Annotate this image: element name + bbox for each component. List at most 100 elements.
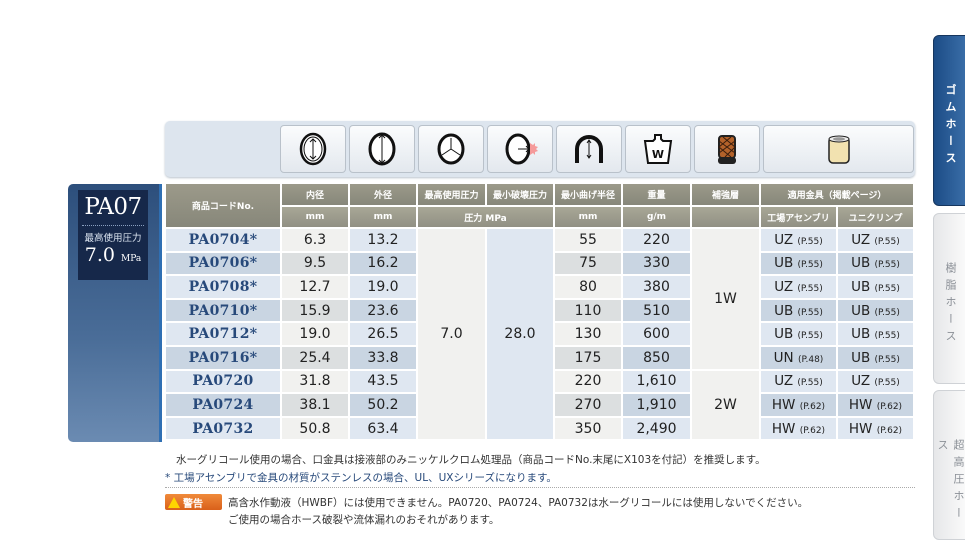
unit-inner: mm — [282, 207, 348, 227]
reinforcement-layer: 2W — [692, 370, 759, 440]
outer-diameter: 16.2 — [350, 252, 416, 275]
inner-diameter: 50.8 — [282, 417, 348, 440]
unicrimp-fitting: UZ (P.55) — [838, 229, 913, 251]
header-unicrimp: ユニクリンプ — [838, 207, 913, 227]
header-code: 商品コードNo. — [166, 184, 280, 227]
table-row: PA0724 38.1 50.2 270 1,910 HW (P.62) HW (P… — [166, 394, 913, 416]
burst-pressure: 28.0 — [487, 229, 553, 440]
factory-fitting: HW (P.62) — [761, 394, 836, 416]
unicrimp-fitting: UB (P.55) — [838, 346, 913, 369]
header-layer: 補強層 — [692, 184, 759, 205]
product-code: PA0712* — [166, 323, 280, 345]
weight: 380 — [623, 276, 690, 298]
product-code: PA0724 — [166, 394, 280, 416]
burst-pressure-icon — [487, 125, 553, 173]
unit-weight: g/m — [623, 207, 690, 227]
inner-diameter: 31.8 — [282, 370, 348, 393]
weight: 510 — [623, 299, 690, 322]
reinforcement-layer: 1W — [692, 229, 759, 369]
unicrimp-fitting: HW (P.62) — [838, 417, 913, 440]
warning-badge: 警告 — [165, 494, 222, 510]
table-row: PA0710* 15.9 23.6 110 510 UB (P.55) UB (P.… — [166, 299, 913, 322]
product-code: PA0704* — [166, 229, 280, 251]
inner-diameter: 15.9 — [282, 299, 348, 322]
tab-rubber-hose[interactable]: ゴムホース — [933, 35, 965, 206]
svg-text:W: W — [652, 148, 664, 161]
series-panel: PA07 最高使用圧力 7.0 MPa — [68, 184, 160, 442]
spec-icon-bar: W — [165, 121, 915, 177]
factory-fitting: UZ (P.55) — [761, 276, 836, 298]
bend-radius: 75 — [555, 252, 621, 275]
inner-diameter: 6.3 — [282, 229, 348, 251]
series-name: PA07 — [84, 194, 142, 220]
weight: 220 — [623, 229, 690, 251]
warning-line-2: ご使用の場合ホース破裂や流体漏れのおそれがあります。 — [228, 514, 500, 526]
bend-radius: 110 — [555, 299, 621, 322]
weight: 600 — [623, 323, 690, 345]
factory-fitting: UB (P.55) — [761, 323, 836, 345]
table-row: PA0716* 25.4 33.8 175 850 UN (P.48) UB (P.… — [166, 346, 913, 369]
inner-diameter: 38.1 — [282, 394, 348, 416]
weight: 1,910 — [623, 394, 690, 416]
outer-diameter: 50.2 — [350, 394, 416, 416]
factory-fitting: HW (P.62) — [761, 417, 836, 440]
inner-diameter: 9.5 — [282, 252, 348, 275]
outer-diameter: 43.5 — [350, 370, 416, 393]
bend-radius-icon — [556, 125, 622, 173]
warning-line-1: 高含水作動液（HWBF）には使用できません。PA0720、PA0724、PA07… — [228, 497, 809, 509]
factory-fitting: UZ (P.55) — [761, 370, 836, 393]
outer-diameter: 26.5 — [350, 323, 416, 345]
factory-fitting: UB (P.55) — [761, 252, 836, 275]
product-code: PA0720 — [166, 370, 280, 393]
bend-radius: 270 — [555, 394, 621, 416]
spec-table: 商品コードNo. 内径 外径 最高使用圧力 最小破壊圧力 最小曲げ半径 重量 補… — [164, 182, 915, 442]
unit-outer: mm — [350, 207, 416, 227]
panel-divider — [159, 184, 162, 442]
bend-radius: 350 — [555, 417, 621, 440]
bend-radius: 80 — [555, 276, 621, 298]
product-code: PA0732 — [166, 417, 280, 440]
table-row: PA0712* 19.0 26.5 130 600 UB (P.55) UB (P.… — [166, 323, 913, 345]
outer-diameter: 63.4 — [350, 417, 416, 440]
product-code: PA0716* — [166, 346, 280, 369]
unit-pressure: 圧力 MPa — [418, 207, 553, 227]
weight: 850 — [623, 346, 690, 369]
inner-diameter: 12.7 — [282, 276, 348, 298]
max-pressure-icon — [418, 125, 484, 173]
weight: 330 — [623, 252, 690, 275]
header-factory: 工場アセンブリ — [761, 207, 836, 227]
series-box: PA07 最高使用圧力 7.0 MPa — [78, 190, 148, 280]
note-glycol: 水ーグリコール使用の場合、口金具は接液部のみニッケルクロム処理品（商品コードNo… — [176, 454, 766, 466]
header-bend: 最小曲げ半径 — [555, 184, 621, 205]
weight: 2,490 — [623, 417, 690, 440]
tab-ultra-high-pressure-hose[interactable]: 超高圧ホース — [933, 390, 965, 540]
unicrimp-fitting: HW (P.62) — [838, 394, 913, 416]
inner-diameter-icon — [280, 125, 346, 173]
bend-radius: 220 — [555, 370, 621, 393]
weight: 1,610 — [623, 370, 690, 393]
factory-fitting: UZ (P.55) — [761, 229, 836, 251]
unit-bend: mm — [555, 207, 621, 227]
divider — [165, 487, 915, 488]
table-row: PA0704* 6.3 13.2 7.0 28.0 55 220 1W UZ (P.55… — [166, 229, 913, 440]
factory-fitting: UB (P.55) — [761, 299, 836, 322]
inner-diameter: 19.0 — [282, 323, 348, 345]
unicrimp-fitting: UB (P.55) — [838, 276, 913, 298]
table-row: PA0732 50.8 63.4 350 2,490 HW (P.62) HW (P… — [166, 417, 913, 440]
unicrimp-fitting: UZ (P.55) — [838, 370, 913, 393]
warning-icon — [168, 496, 180, 508]
reinforcement-icon — [694, 125, 760, 173]
table-row: PA0706* 9.5 16.2 75 330 UB (P.55) UB (P.55… — [166, 252, 913, 275]
factory-fitting: UN (P.48) — [761, 346, 836, 369]
unicrimp-fitting: UB (P.55) — [838, 252, 913, 275]
header-fittings: 適用金具（掲載ページ） — [761, 184, 913, 205]
outer-diameter-icon — [349, 125, 415, 173]
header-burst: 最小破壊圧力 — [487, 184, 553, 205]
header-outer: 外径 — [350, 184, 416, 205]
tab-resin-hose[interactable]: 樹脂ホース — [933, 213, 965, 384]
pressure-value: 7.0 MPa — [84, 244, 142, 266]
outer-diameter: 13.2 — [350, 229, 416, 251]
bend-radius: 130 — [555, 323, 621, 345]
bend-radius: 55 — [555, 229, 621, 251]
outer-diameter: 23.6 — [350, 299, 416, 322]
